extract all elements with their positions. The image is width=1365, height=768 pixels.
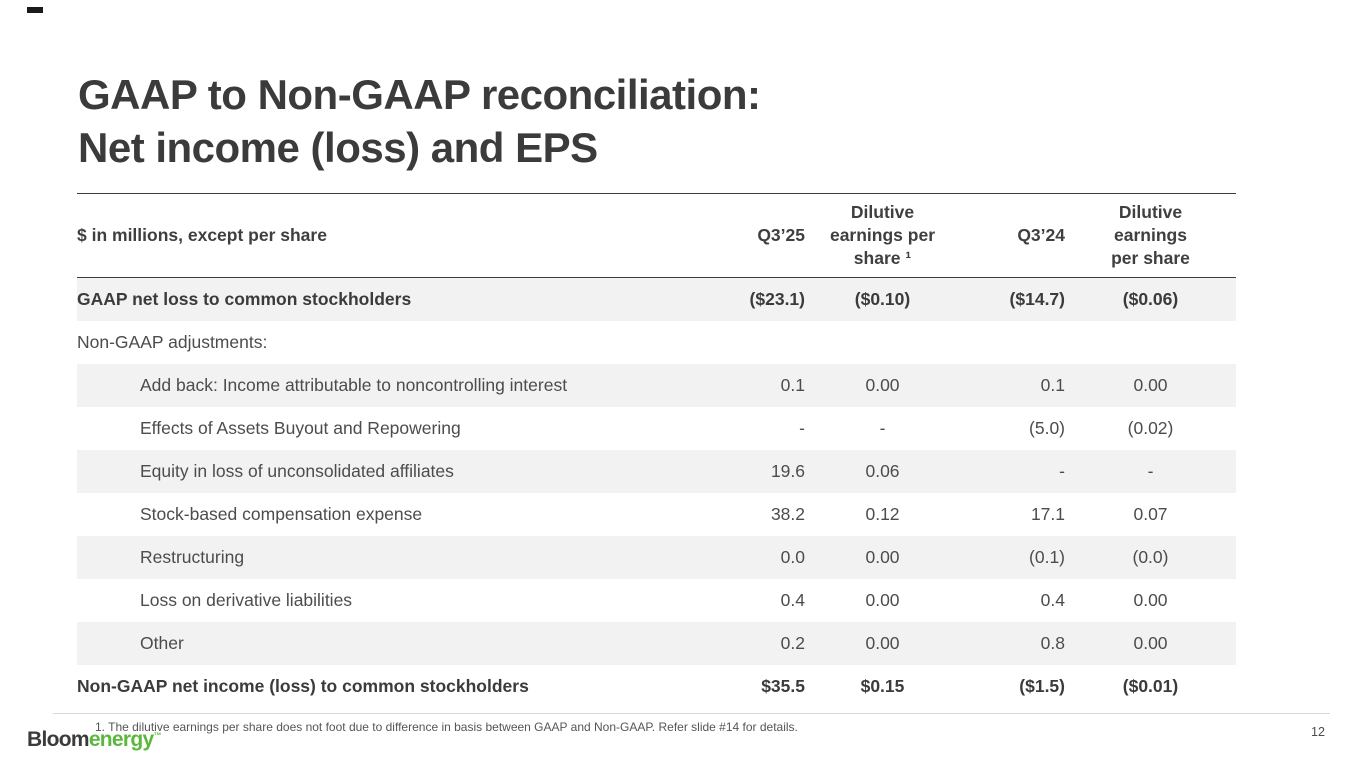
table-row: Restructuring 0.0 0.00 (0.1) (0.0) [77, 536, 1236, 579]
header-dilutive-eps-q325: Dilutive earnings per share ¹ [829, 202, 936, 268]
row-label: Stock-based compensation expense [140, 504, 423, 524]
cell-eps25 [805, 321, 960, 364]
cell-eps25: 0.12 [865, 504, 900, 524]
logo-bloom: Bloom [27, 728, 90, 751]
cell-q324 [960, 321, 1065, 364]
header-q324: Q3’24 [1017, 225, 1065, 245]
row-label: Non-GAAP adjustments: [77, 332, 268, 352]
cell-eps24: (0.02) [1127, 418, 1174, 438]
cell-eps24: 0.00 [1133, 375, 1168, 395]
row-label: Add back: Income attributable to noncont… [140, 375, 568, 395]
slide-title: GAAP to Non-GAAP reconciliation: Net inc… [78, 68, 761, 174]
table-row: Effects of Assets Buyout and Repowering … [77, 407, 1236, 450]
row-label: GAAP net loss to common stockholders [77, 289, 412, 309]
row-label: Other [140, 633, 184, 653]
cell-eps25: 0.00 [865, 590, 900, 610]
cell-q324: (0.1) [1029, 547, 1065, 567]
row-label: Restructuring [140, 547, 245, 567]
cell-q325 [645, 321, 805, 364]
cell-eps25: $0.15 [860, 676, 905, 696]
table-row: Add back: Income attributable to noncont… [77, 364, 1236, 407]
cell-eps25: 0.00 [865, 547, 900, 567]
cell-eps24: 0.00 [1133, 590, 1168, 610]
cell-eps25: ($0.10) [854, 289, 911, 309]
cell-q324: ($14.7) [1009, 289, 1065, 309]
table-header-row: $ in millions, except per share Q3’25 Di… [77, 193, 1236, 278]
cell-eps24: ($0.06) [1122, 289, 1179, 309]
cell-q324: 0.4 [1040, 590, 1065, 610]
row-label: Equity in loss of unconsolidated affilia… [140, 461, 454, 481]
corner-dash [27, 7, 43, 13]
cell-q324: 0.1 [1040, 375, 1065, 395]
trademark-icon: ™ [153, 731, 162, 740]
cell-q325: ($23.1) [749, 289, 805, 309]
table-row: Stock-based compensation expense 38.2 0.… [77, 493, 1236, 536]
bloom-energy-logo: Bloomenergy™ [27, 728, 162, 752]
reconciliation-table: $ in millions, except per share Q3’25 Di… [77, 193, 1236, 708]
table-row-total: Non-GAAP net income (loss) to common sto… [77, 665, 1236, 708]
cell-q325: $35.5 [761, 676, 805, 696]
table-row: Equity in loss of unconsolidated affilia… [77, 450, 1236, 493]
table-row: Loss on derivative liabilities 0.4 0.00 … [77, 579, 1236, 622]
table-row: GAAP net loss to common stockholders ($2… [77, 277, 1236, 321]
cell-q325: 0.4 [780, 590, 805, 610]
cell-q325: 19.6 [770, 461, 805, 481]
cell-eps24: 0.07 [1133, 504, 1168, 524]
cell-q325: 38.2 [770, 504, 805, 524]
logo-energy: energy [88, 728, 154, 751]
header-units: $ in millions, except per share [77, 225, 327, 245]
header-q325: Q3’25 [757, 225, 805, 245]
cell-eps25: 0.00 [865, 375, 900, 395]
cell-q324: - [1059, 461, 1065, 481]
cell-eps25: 0.06 [865, 461, 900, 481]
cell-eps25: 0.00 [865, 633, 900, 653]
cell-eps24: (0.0) [1132, 547, 1169, 567]
cell-q324: ($1.5) [1019, 676, 1065, 696]
footer-divider [53, 713, 1330, 714]
slide-title-line1: GAAP to Non-GAAP reconciliation: [78, 71, 761, 118]
row-label: Non-GAAP net income (loss) to common sto… [77, 676, 529, 696]
row-label: Effects of Assets Buyout and Repowering [140, 418, 461, 438]
table-row: Other 0.2 0.00 0.8 0.00 [77, 622, 1236, 665]
header-dilutive-eps-q324: Dilutive earnings per share [1111, 202, 1190, 268]
slide-title-line2: Net income (loss) and EPS [78, 124, 598, 171]
cell-eps24: ($0.01) [1122, 676, 1179, 696]
cell-q325: 0.2 [780, 633, 805, 653]
cell-eps25: - [879, 418, 886, 438]
cell-q324: 0.8 [1040, 633, 1065, 653]
cell-eps24: - [1147, 461, 1154, 481]
page-number: 12 [1311, 725, 1325, 739]
footnote: 1. The dilutive earnings per share does … [95, 720, 798, 734]
cell-eps24: 0.00 [1133, 633, 1168, 653]
cell-q325: - [799, 418, 805, 438]
cell-eps24 [1065, 321, 1236, 364]
cell-q325: 0.0 [780, 547, 805, 567]
cell-q324: 17.1 [1030, 504, 1065, 524]
row-label: Loss on derivative liabilities [140, 590, 353, 610]
cell-q324: (5.0) [1029, 418, 1065, 438]
table-row: Non-GAAP adjustments: [77, 321, 1236, 364]
cell-q325: 0.1 [780, 375, 805, 395]
